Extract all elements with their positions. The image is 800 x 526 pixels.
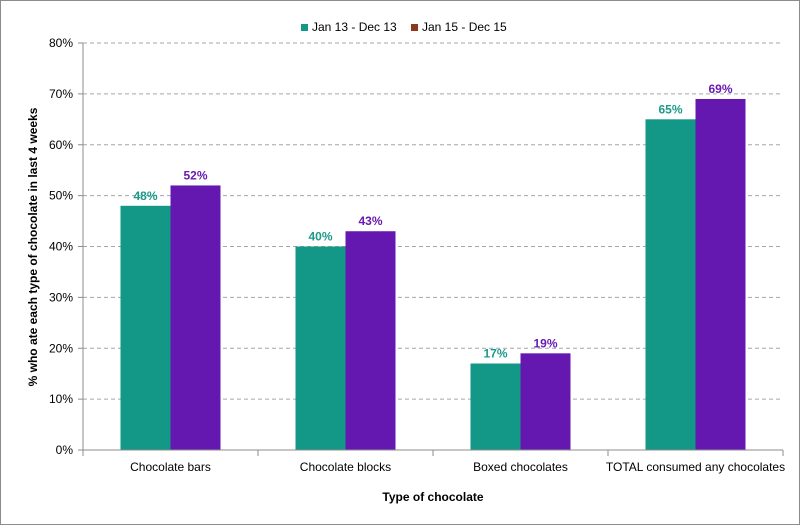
data-label: 43%: [358, 214, 382, 228]
x-tick-label: TOTAL consumed any chocolates: [606, 460, 785, 474]
y-tick-label: 70%: [49, 87, 73, 101]
legend-label: Jan 15 - Dec 15: [422, 20, 507, 34]
data-label: 52%: [183, 168, 207, 182]
legend-swatch: [411, 24, 418, 31]
bar: [470, 363, 521, 450]
x-axis: Chocolate bars Chocolate blocks Boxed choc…: [82, 449, 785, 474]
bar: [695, 98, 746, 451]
bar: [120, 205, 171, 450]
data-label: 40%: [308, 230, 332, 244]
bar: [170, 185, 221, 450]
x-axis-title: Type of chocolate: [382, 490, 483, 504]
y-tick-label: 50%: [49, 189, 73, 203]
y-tick-label: 0%: [56, 443, 74, 457]
bars: [120, 98, 746, 451]
data-labels: 48% 52% 40% 43% 17% 19% 65% 69%: [133, 82, 732, 361]
data-label: 69%: [708, 82, 732, 96]
x-tick-label: Chocolate blocks: [300, 460, 391, 474]
data-label: 19%: [533, 336, 557, 350]
data-label: 65%: [658, 102, 682, 116]
data-label: 17%: [483, 347, 507, 361]
y-tick-label: 30%: [49, 290, 73, 304]
y-tick-label: 60%: [49, 138, 73, 152]
y-tick-label: 20%: [49, 341, 73, 355]
y-tick-label: 10%: [49, 392, 73, 406]
bar: [345, 231, 396, 450]
legend: Jan 13 - Dec 13 Jan 15 - Dec 15: [301, 20, 507, 34]
y-tick-label: 80%: [49, 36, 73, 50]
bar: [645, 119, 696, 450]
legend-swatch: [301, 24, 308, 31]
x-tick-label: Boxed chocolates: [473, 460, 568, 474]
bar: [295, 246, 346, 450]
bar: [520, 353, 571, 450]
y-axis-title: % who ate each type of chocolate in last…: [26, 107, 40, 386]
legend-label: Jan 13 - Dec 13: [312, 20, 397, 34]
data-label: 48%: [133, 189, 157, 203]
x-tick-label: Chocolate bars: [130, 460, 211, 474]
y-axis-ticks: 0% 10% 20% 30% 40% 50% 60% 70% 80%: [49, 36, 84, 457]
y-tick-label: 40%: [49, 240, 73, 254]
